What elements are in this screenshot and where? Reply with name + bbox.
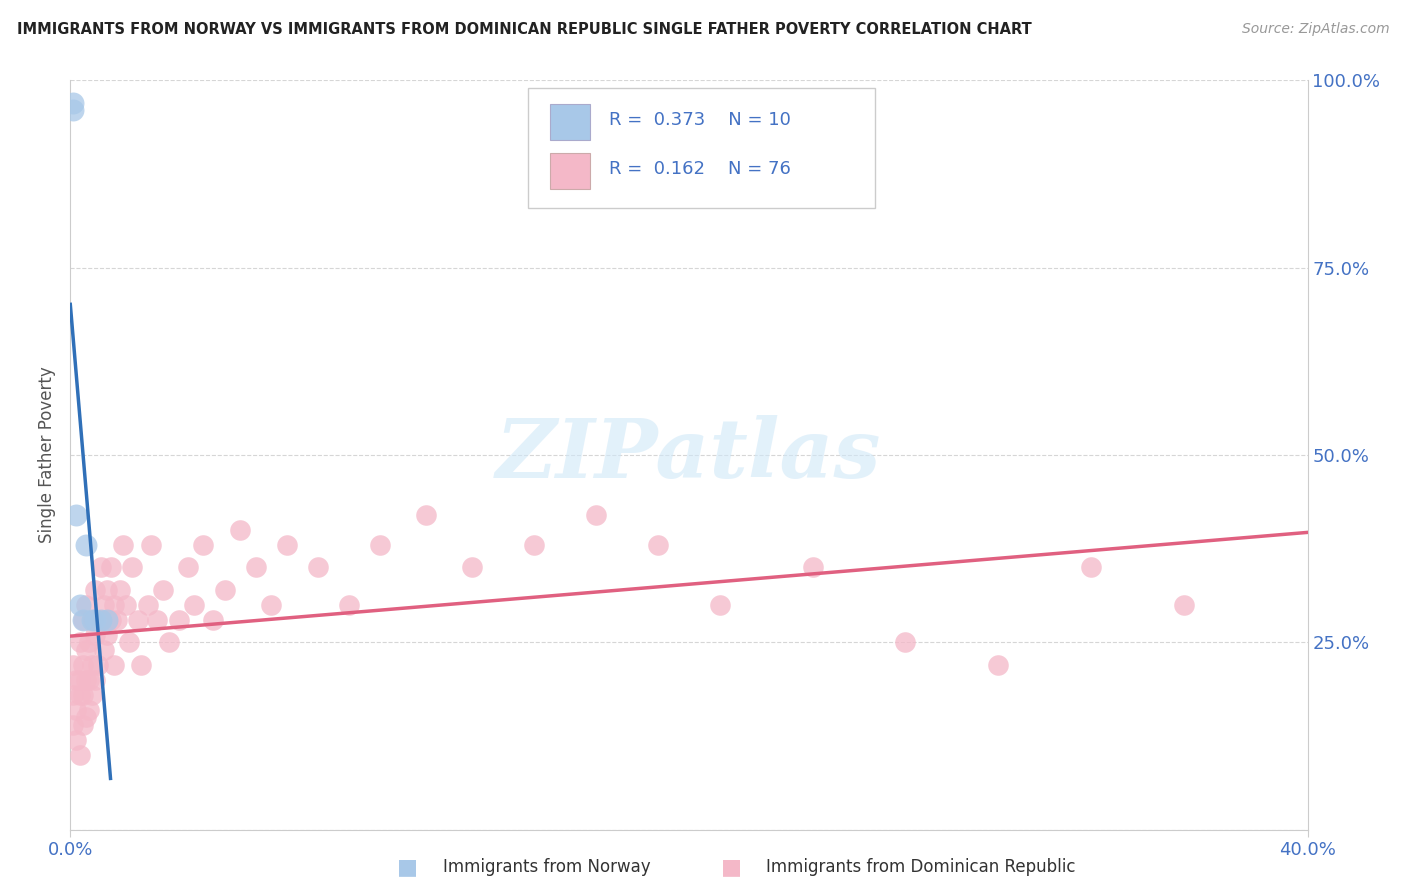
Point [75,642,97,657]
Point [100,560,122,574]
Text: R =  0.162    N = 76: R = 0.162 N = 76 [609,160,790,178]
Point [157,635,180,649]
Point [80,613,103,627]
Point [87,613,110,627]
Point [152,582,174,597]
Point [461,560,484,574]
Point [139,538,162,552]
Point [337,598,360,612]
Point [523,538,546,552]
Point [96,628,118,642]
Point [987,657,1010,672]
Point [1173,598,1195,612]
Point [368,538,391,552]
Point [77,635,100,649]
Point [118,635,141,649]
Point [84,582,107,597]
Point [260,598,283,612]
Point [115,598,138,612]
Point [100,613,122,627]
Point [62,657,84,672]
Point [90,613,112,627]
Point [108,582,131,597]
Point [84,628,107,642]
Point [183,598,205,612]
Text: IMMIGRANTS FROM NORWAY VS IMMIGRANTS FROM DOMINICAN REPUBLIC SINGLE FATHER POVER: IMMIGRANTS FROM NORWAY VS IMMIGRANTS FRO… [17,22,1032,37]
Point [69,688,91,702]
Point [111,538,134,552]
Point [75,538,97,552]
Point [62,688,84,702]
Point [214,582,236,597]
Point [77,673,100,687]
Text: Immigrants from Dominican Republic: Immigrants from Dominican Republic [766,858,1076,876]
Text: Immigrants from Norway: Immigrants from Norway [443,858,651,876]
Point [894,635,917,649]
Point [84,673,107,687]
Point [1080,560,1102,574]
Point [146,613,169,627]
Point [80,613,103,627]
Point [65,703,87,717]
Point [72,688,94,702]
Point [90,560,112,574]
Bar [550,153,591,189]
Point [136,598,159,612]
Point [96,613,118,627]
Point [65,732,87,747]
Point [65,673,87,687]
Point [72,613,94,627]
Point [709,598,731,612]
Point [72,657,94,672]
Point [103,657,125,672]
Point [90,613,112,627]
Point [72,613,94,627]
Point [84,613,107,627]
Point [65,508,87,522]
Point [75,598,97,612]
Y-axis label: Single Father Poverty: Single Father Poverty [38,367,56,543]
Point [93,598,115,612]
Text: ZIPatlas: ZIPatlas [496,415,882,495]
Point [245,560,267,574]
Point [131,657,153,672]
Point [167,613,190,627]
Point [62,95,84,110]
Point [62,103,84,118]
Point [647,538,669,552]
Text: R =  0.373    N = 10: R = 0.373 N = 10 [609,111,790,129]
Point [77,703,100,717]
Text: Source: ZipAtlas.com: Source: ZipAtlas.com [1241,22,1389,37]
Point [585,508,607,522]
Point [121,560,143,574]
Point [96,582,118,597]
FancyBboxPatch shape [529,87,875,208]
Point [229,523,252,537]
Point [72,717,94,731]
Point [103,598,125,612]
Point [415,508,437,522]
Point [87,657,110,672]
Point [62,717,84,731]
Point [93,642,115,657]
Point [69,747,91,762]
Point [127,613,149,627]
Point [69,673,91,687]
Text: ■: ■ [398,857,418,877]
Point [80,657,103,672]
Point [801,560,824,574]
Point [69,635,91,649]
Point [276,538,298,552]
Bar [550,104,591,140]
Point [105,613,128,627]
Point [193,538,215,552]
Point [201,613,224,627]
Point [177,560,200,574]
Point [80,688,103,702]
Point [69,598,91,612]
Point [75,710,97,724]
Point [307,560,329,574]
Text: ■: ■ [721,857,741,877]
Point [75,673,97,687]
